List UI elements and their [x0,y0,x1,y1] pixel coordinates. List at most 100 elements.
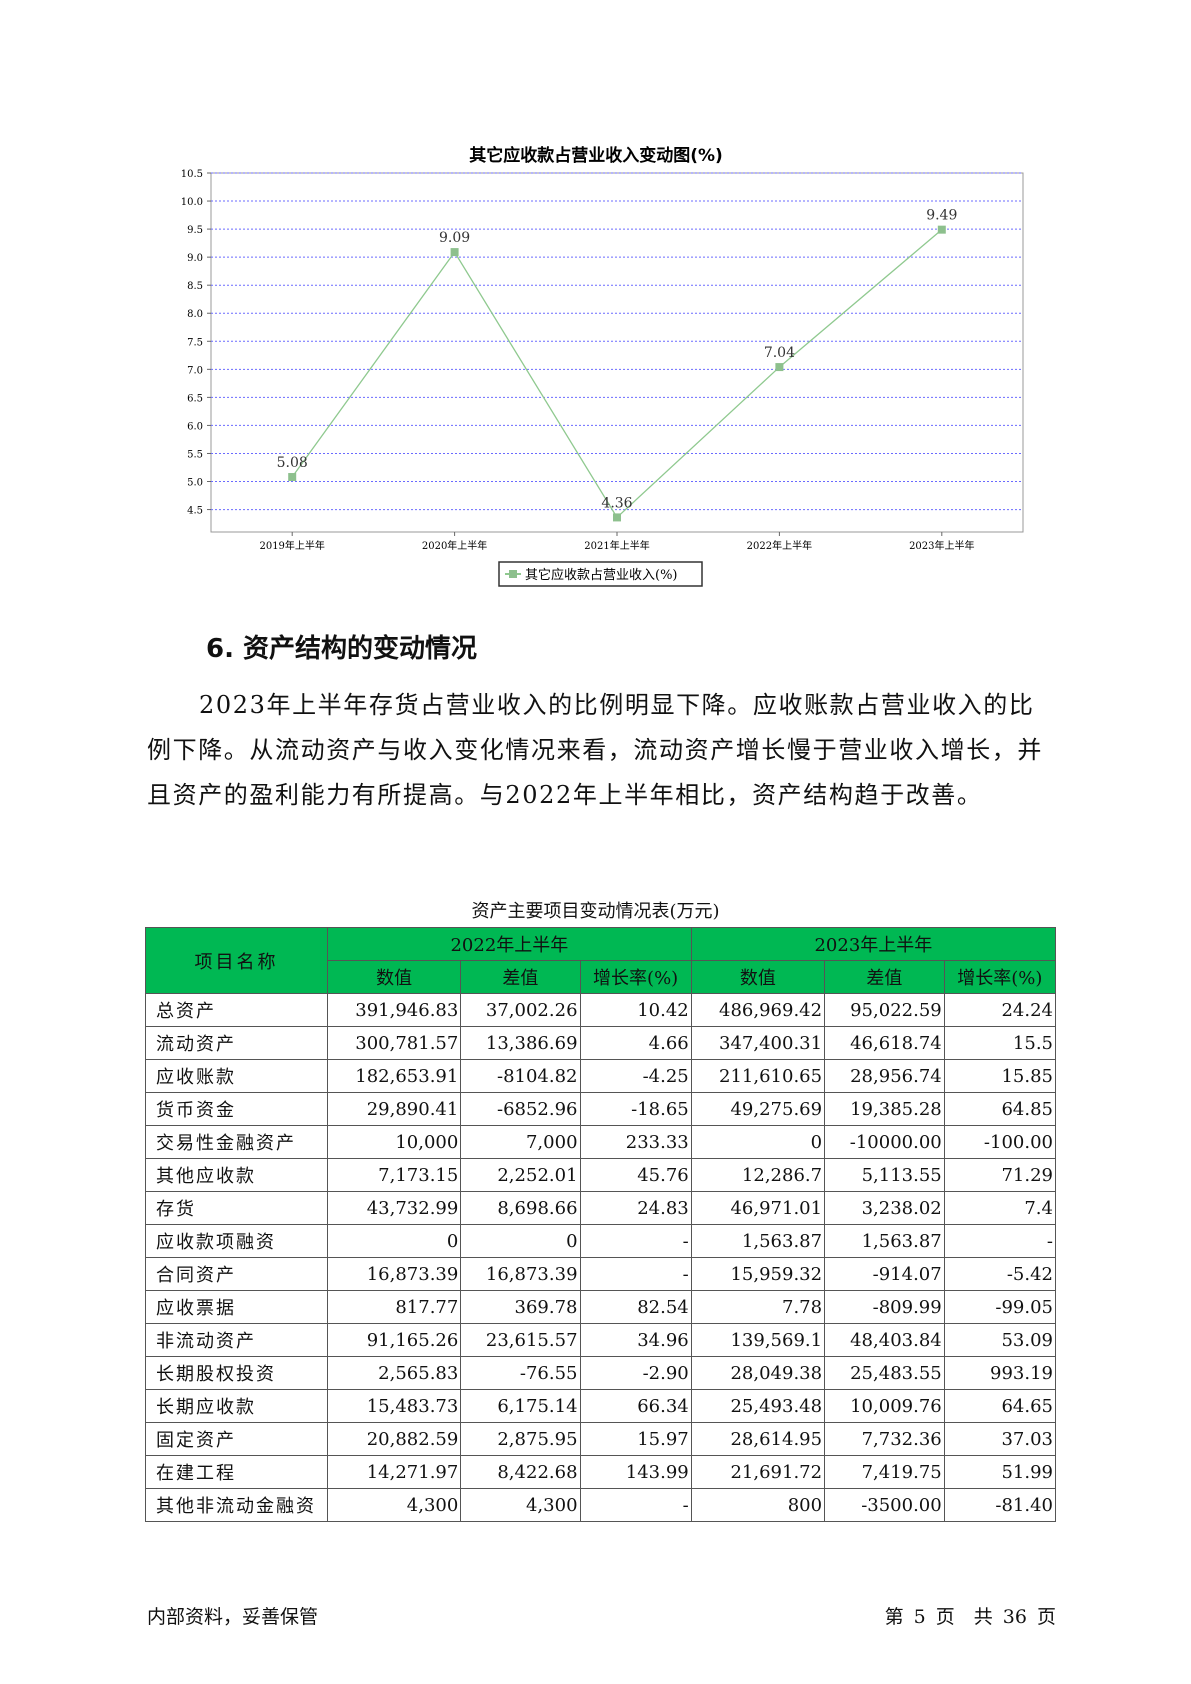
table-cell: 10,009.76 [824,1389,945,1423]
data-point [775,363,784,372]
legend-marker [509,570,517,578]
row-label: 交易性金融资产 [145,1125,328,1159]
row-label: 应收账款 [145,1059,328,1093]
data-point [450,248,459,257]
section-paragraph: 2023年上半年存货占营业收入的比例明显下降。应收账款占营业收入的比例下降。从流… [147,691,1043,809]
asset-table: 项目名称 2022年上半年 2023年上半年 数值 差值 增长率(%) 数值 差值 增长率… [145,927,1057,1522]
subheader-3: 数值 [690,960,826,994]
table-cell: 82.54 [579,1290,692,1324]
table-cell: 15,483.73 [326,1389,462,1423]
table-cell: 46,971.01 [690,1191,826,1225]
table-row: 应收票据 817.77 369.78 82.54 7.78 -809.99 -99.05 [145,1290,1057,1324]
section-heading: 6. 资产结构的变动情况 [206,634,478,664]
table-cell: 91,165.26 [326,1323,462,1357]
subheader-4: 差值 [824,960,945,994]
table-cell: 15.5 [943,1026,1057,1060]
table-cell: 4,300 [460,1488,581,1522]
table-cell: 34.96 [579,1323,692,1357]
row-label: 长期应收款 [145,1389,328,1423]
table-row: 应收账款 182,653.91 -8104.82 -4.25 211,610.65 28,… [145,1059,1057,1093]
y-tick-label: 4.5 [187,506,203,517]
table-cell: 19,385.28 [824,1092,945,1126]
table-row: 非流动资产 91,165.26 23,615.57 34.96 139,569.1 48,… [145,1323,1057,1357]
subheader-2: 增长率(%) [579,960,692,994]
subheader-1: 差值 [460,960,581,994]
table-cell: 486,969.42 [690,993,826,1027]
table-cell: 43,732.99 [326,1191,462,1225]
legend-label: 其它应收款占营业收入(%) [525,567,678,583]
y-tick-label: 8.0 [187,309,203,320]
data-label: 9.49 [926,208,957,224]
table-cell: 15.97 [579,1422,692,1456]
table-cell: 139,569.1 [690,1323,826,1357]
table-cell: - [579,1257,692,1291]
table-cell: -76.55 [460,1356,581,1390]
y-tick-label: 9.0 [187,253,203,264]
table-cell: 37,002.26 [460,993,581,1027]
table-cell: 0 [326,1224,462,1258]
y-tick-label: 6.0 [187,421,203,432]
table-cell: 45.76 [579,1158,692,1192]
table-cell: 4.66 [579,1026,692,1060]
table-cell: 369.78 [460,1290,581,1324]
row-label: 非流动资产 [145,1323,328,1357]
table-cell: 13,386.69 [460,1026,581,1060]
table-cell: 64.85 [943,1092,1057,1126]
table-cell: 3,238.02 [824,1191,945,1225]
table-cell: 53.09 [943,1323,1057,1357]
y-tick-label: 10.5 [181,169,203,180]
table-row: 货币资金 29,890.41 -6852.96 -18.65 49,275.69 19,3… [145,1092,1057,1126]
row-label: 固定资产 [145,1422,328,1456]
header-group-2022: 2022年上半年 [327,927,692,961]
subheader-0: 数值 [326,960,462,994]
table-cell: 49,275.69 [690,1092,826,1126]
table-cell: 7,732.36 [824,1422,945,1456]
table-row: 固定资产 20,882.59 2,875.95 15.97 28,614.95 7,732… [145,1422,1057,1456]
chart-title: 其它应收款占营业收入变动图(%) [469,145,723,166]
table-cell: 182,653.91 [326,1059,462,1093]
table-cell: 15,959.32 [690,1257,826,1291]
table-cell: -2.90 [579,1356,692,1390]
table-cell: 29,890.41 [326,1092,462,1126]
table-row: 在建工程 14,271.97 8,422.68 143.99 21,691.72 7,41… [145,1455,1057,1489]
y-tick-label: 5.0 [187,478,203,489]
table-cell: 800 [690,1488,826,1522]
plot-area [210,172,1024,533]
table-cell: 25,483.55 [824,1356,945,1390]
table-cell: -18.65 [579,1092,692,1126]
table-cell: 7,419.75 [824,1455,945,1489]
table-row: 长期应收款 15,483.73 6,175.14 66.34 25,493.48 10,0… [145,1389,1057,1423]
table-cell: 6,175.14 [460,1389,581,1423]
table-cell: -81.40 [943,1488,1057,1522]
table-cell: 37.03 [943,1422,1057,1456]
header-item-name: 项目名称 [145,927,328,994]
table-row: 交易性金融资产 10,000 7,000 233.33 0 -10000.00 -100.0… [145,1125,1057,1159]
data-point [288,473,297,482]
y-tick-label: 7.0 [187,365,203,376]
table-cell: 95,022.59 [824,993,945,1027]
table-cell: 64.65 [943,1389,1057,1423]
table-cell: -3500.00 [824,1488,945,1522]
table-cell: 211,610.65 [690,1059,826,1093]
table-cell: 12,286.7 [690,1158,826,1192]
row-label: 应收款项融资 [145,1224,328,1258]
table-cell: -6852.96 [460,1092,581,1126]
row-label: 长期股权投资 [145,1356,328,1390]
row-label: 总资产 [145,993,328,1027]
table-cell: 5,113.55 [824,1158,945,1192]
table-cell: 0 [460,1224,581,1258]
header-group-2023: 2023年上半年 [690,927,1057,961]
x-tick-label: 2021年上半年 [584,539,649,552]
table-row: 合同资产 16,873.39 16,873.39-15,959.32 -914.07-… [145,1257,1057,1291]
table-cell: - [579,1224,692,1258]
table-cell: 2,565.83 [326,1356,462,1390]
line-chart: 其它应收款占营业收入变动图(%) 4.5 5.0 5.5 6.0 6.5 7.0 7.5 8.0… [181,145,1024,587]
x-tick-label: 2019年上半年 [259,539,324,552]
table-cell: 7.78 [690,1290,826,1324]
table-cell: 7,000 [460,1125,581,1159]
table-cell: 10,000 [326,1125,462,1159]
table-cell: 1,563.87 [824,1224,945,1258]
data-label: 5.08 [277,455,308,471]
table-row: 流动资产 300,781.57 13,386.69 4.66 347,400.31 46,… [145,1026,1057,1060]
table-cell: 10.42 [579,993,692,1027]
